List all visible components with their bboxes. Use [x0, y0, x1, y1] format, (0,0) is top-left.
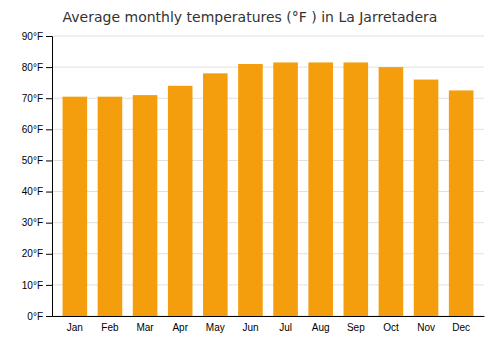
- bar: [273, 62, 298, 316]
- plot: 0°F 10°F 20°F 30°F 40°F 50°F 60°F 70°F 80°F 90°F J…: [22, 31, 485, 333]
- tick-label: Apr: [172, 322, 188, 333]
- tick: 60°F: [22, 124, 52, 135]
- bar: [308, 62, 333, 316]
- tick-label: Mar: [136, 322, 154, 333]
- axis-line: [53, 316, 485, 317]
- tick: Sep: [347, 322, 365, 333]
- tick: Apr: [172, 322, 188, 333]
- tick: 40°F: [22, 186, 52, 197]
- x-axis: Jan Feb Mar Apr May Jun Jul Aug Sep Oct Nov Dec: [53, 317, 485, 334]
- tick-label: 10°F: [22, 280, 43, 291]
- tick-label: 20°F: [22, 248, 43, 259]
- tick: 80°F: [22, 62, 52, 73]
- tick-label: 80°F: [22, 62, 43, 73]
- bar: [238, 64, 263, 316]
- tick-mark: [46, 129, 52, 130]
- grid: [52, 36, 484, 316]
- bar: [63, 97, 88, 316]
- tick-label: 60°F: [22, 124, 43, 135]
- tick-mark: [46, 192, 52, 193]
- y-axis: 0°F 10°F 20°F 30°F 40°F 50°F 60°F 70°F 80°F 90°F: [22, 31, 53, 322]
- grid-line: [52, 67, 484, 68]
- tick: Jun: [242, 322, 258, 333]
- tick-mark: [46, 316, 52, 317]
- bar: [203, 73, 228, 316]
- tick-label: Nov: [417, 322, 435, 333]
- bar: [133, 95, 158, 316]
- tick-label: 0°F: [27, 311, 43, 322]
- grid-line: [52, 36, 484, 37]
- tick: Dec: [452, 322, 470, 333]
- tick-label: Jun: [242, 322, 258, 333]
- tick: Jan: [67, 322, 83, 333]
- tick: Jul: [279, 322, 292, 333]
- tick: Oct: [383, 322, 399, 333]
- tick-mark: [46, 160, 52, 161]
- tick: 30°F: [22, 217, 52, 228]
- bar: [344, 62, 369, 316]
- bar: [168, 86, 193, 316]
- tick-label: May: [206, 322, 225, 333]
- tick: 0°F: [27, 311, 52, 322]
- tick-label: Sep: [347, 322, 365, 333]
- title: Average monthly temperatures (°F ) in La…: [63, 9, 438, 25]
- tick-mark: [46, 67, 52, 68]
- tick-mark: [46, 254, 52, 255]
- bar: [379, 67, 404, 316]
- tick: 90°F: [22, 31, 52, 42]
- tick-label: 90°F: [22, 31, 43, 42]
- tick-label: 50°F: [22, 155, 43, 166]
- tick: Mar: [136, 322, 154, 333]
- tick: Aug: [312, 322, 330, 333]
- bars: [63, 62, 474, 316]
- tick-label: Feb: [101, 322, 119, 333]
- tick: 10°F: [22, 280, 52, 291]
- tick: Nov: [417, 322, 435, 333]
- tick: Feb: [101, 322, 119, 333]
- tick-mark: [46, 223, 52, 224]
- tick-label: 30°F: [22, 217, 43, 228]
- tick-mark: [46, 285, 52, 286]
- tick: 70°F: [22, 93, 52, 104]
- tick-label: Aug: [312, 322, 330, 333]
- axis-line: [46, 37, 53, 317]
- tick-label: Dec: [452, 322, 470, 333]
- tick-label: 70°F: [22, 93, 43, 104]
- tick-label: 40°F: [22, 186, 43, 197]
- bar: [98, 97, 123, 316]
- tick-mark: [46, 98, 52, 99]
- tick-label: Jul: [279, 322, 292, 333]
- tick-label: Oct: [383, 322, 399, 333]
- tick: 50°F: [22, 155, 52, 166]
- tick-label: Jan: [67, 322, 83, 333]
- chart: 0°F 10°F 20°F 30°F 40°F 50°F 60°F 70°F 80°F 90°F J…: [0, 0, 500, 350]
- tick: May: [206, 322, 225, 333]
- bar: [449, 90, 474, 316]
- bar: [414, 80, 439, 316]
- tick-mark: [46, 36, 52, 37]
- tick: 20°F: [22, 248, 52, 259]
